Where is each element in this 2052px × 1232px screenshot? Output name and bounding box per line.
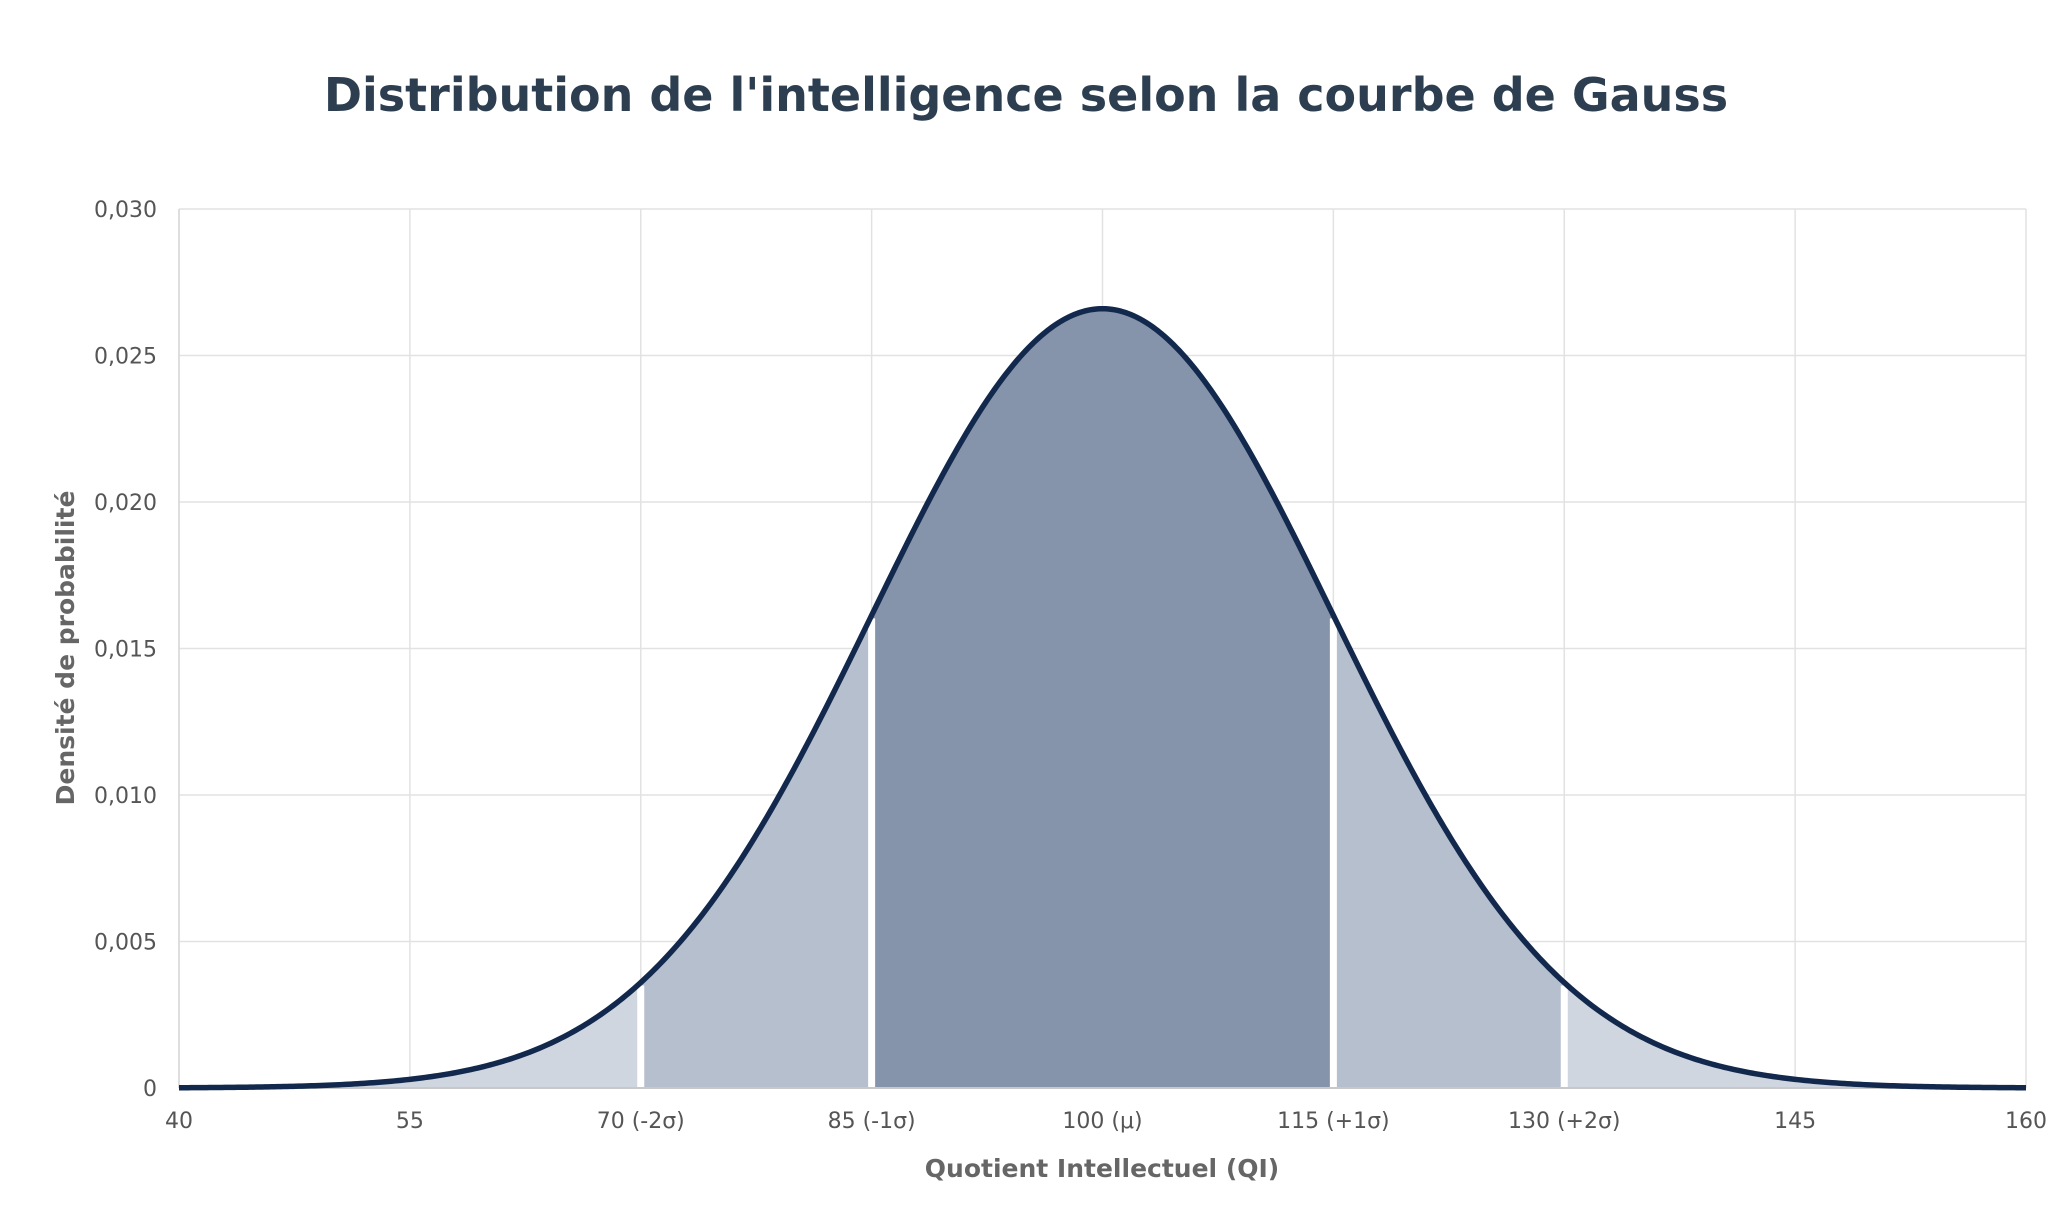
y-axis-label: Densité de probabilité: [51, 491, 80, 806]
x-tick-label: 85 (-1σ): [828, 1109, 916, 1134]
region-130-160: [1564, 982, 2026, 1088]
x-tick-label: 160: [2005, 1109, 2047, 1134]
axes: [178, 209, 2026, 1089]
x-tick-label: 145: [1774, 1109, 1816, 1134]
y-tick-label: 0,010: [94, 784, 157, 809]
x-axis-label: Quotient Intellectuel (QI): [925, 1154, 1279, 1183]
y-tick-label: 0,030: [94, 198, 157, 223]
chart-title: Distribution de l'intelligence selon la …: [323, 68, 1729, 122]
y-tick-label: 0,005: [94, 931, 157, 956]
y-tick-label: 0,015: [94, 638, 157, 663]
y-tick-label: 0: [143, 1077, 157, 1102]
y-tick-label: 0,025: [94, 345, 157, 370]
density-curve: [178, 305, 2027, 1091]
regions: [179, 308, 2026, 1089]
region-40-70: [179, 982, 641, 1088]
x-tick-label: 70 (-2σ): [597, 1109, 685, 1134]
ticks: 40 55 70 (-2σ) 85 (-1σ) 100 (μ) 115 (+1σ) 130 …: [94, 198, 2047, 1134]
x-tick-label: 115 (+1σ): [1277, 1109, 1390, 1134]
curve-layer: [178, 305, 2027, 1091]
y-tick-label: 0,020: [94, 491, 157, 516]
region-85-115: [871, 308, 1334, 1089]
x-tick-label: 130 (+2σ): [1508, 1109, 1621, 1134]
x-tick-label: 40: [165, 1109, 193, 1134]
x-tick-label: 55: [396, 1109, 424, 1134]
x-tick-label: 100 (μ): [1062, 1109, 1142, 1134]
